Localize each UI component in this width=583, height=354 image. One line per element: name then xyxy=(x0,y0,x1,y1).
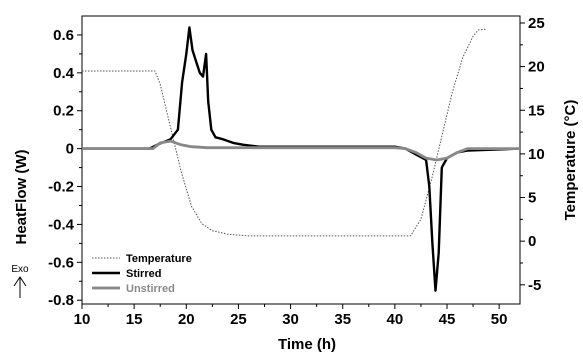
series-line-temperature xyxy=(82,28,487,237)
series-line-stirred xyxy=(82,26,521,292)
y2-tick-label: 15 xyxy=(528,102,545,119)
y-tick-label: -0.6 xyxy=(48,254,74,271)
legend-label-stirred: Stirred xyxy=(126,268,161,280)
exo-label: Exo xyxy=(11,264,29,275)
legend: Temperature Stirred Unstirred xyxy=(92,253,192,295)
x-tick-label: 20 xyxy=(178,311,195,328)
y2-tick-label: -5 xyxy=(528,277,541,294)
x-tick-label: 45 xyxy=(439,311,456,328)
y2-tick-label: 25 xyxy=(528,15,545,32)
x-tick-label: 10 xyxy=(74,311,91,328)
legend-label-unstirred: Unstirred xyxy=(126,283,175,295)
y2-tick-label: 20 xyxy=(528,59,545,76)
y-tick-label: 0.4 xyxy=(53,65,75,82)
y-axis-label: HeatFlow (W) xyxy=(13,150,30,245)
y-tick-label: -0.2 xyxy=(48,179,74,196)
x-axis-label: Time (h) xyxy=(278,336,336,353)
y2-tick-label: 10 xyxy=(528,146,545,163)
x-tick-label: 30 xyxy=(282,311,299,328)
series-layer xyxy=(82,26,521,292)
y2-tick-label: 0 xyxy=(528,233,536,250)
x-tick-label: 50 xyxy=(491,311,508,328)
x-tick-label: 15 xyxy=(126,311,143,328)
exo-arrow-head xyxy=(13,276,27,287)
plot-border xyxy=(81,15,521,305)
ticks-layer: 10 15 20 25 30 35 40 45 50-0.8-0.6-0.4-0.200.20.… xyxy=(48,15,545,328)
y-tick-label: -0.8 xyxy=(48,292,74,309)
plot-area xyxy=(81,15,521,305)
y2-axis-label: Temperature (°C) xyxy=(562,100,579,221)
x-tick-label: 35 xyxy=(334,311,351,328)
y-tick-label: 0.6 xyxy=(53,27,74,44)
y-tick-label: -0.4 xyxy=(48,216,75,233)
exo-annotation: Exo xyxy=(11,264,29,298)
x-tick-label: 25 xyxy=(230,311,247,328)
y-tick-label: 0 xyxy=(66,141,74,158)
x-tick-label: 40 xyxy=(387,311,404,328)
legend-label-temperature: Temperature xyxy=(126,253,192,265)
y-tick-label: 0.2 xyxy=(53,103,74,120)
y2-tick-label: 5 xyxy=(528,190,536,207)
series-line-unstirred xyxy=(82,139,520,162)
